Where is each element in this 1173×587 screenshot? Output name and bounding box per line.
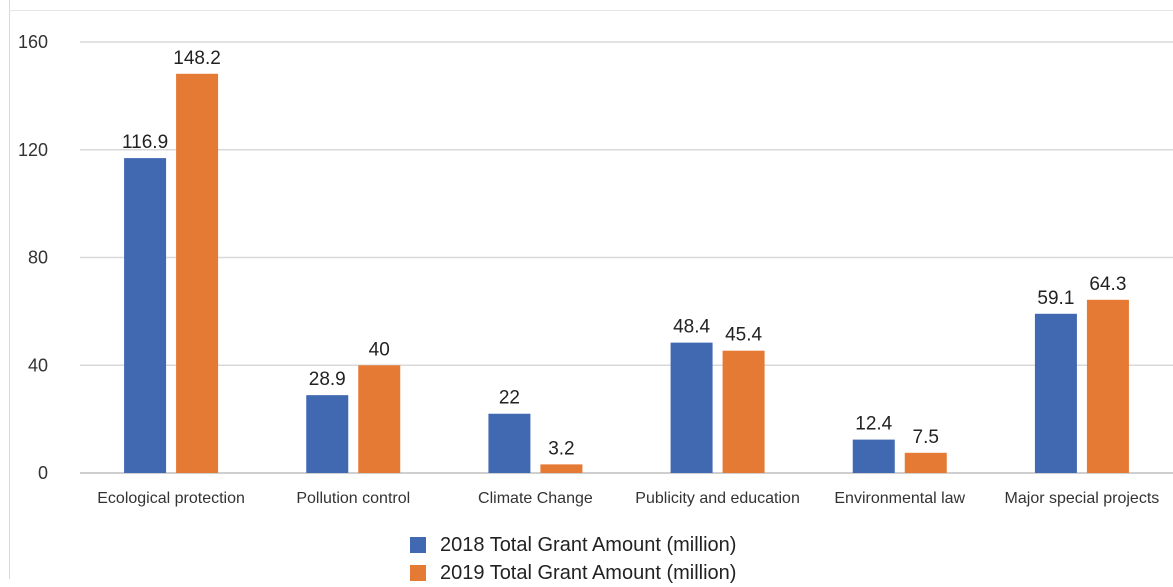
bar-2019 xyxy=(540,464,583,473)
y-tick-label: 40 xyxy=(28,355,48,375)
data-label-2018: 28.9 xyxy=(309,369,346,390)
y-tick-label: 120 xyxy=(18,140,48,160)
bar-2019 xyxy=(1086,299,1129,473)
bar-2019 xyxy=(358,365,401,473)
x-axis: Ecological protection Pollution control Cl… xyxy=(97,490,1159,507)
legend: 2018 Total Grant Amount (million) 2019 T… xyxy=(410,531,736,587)
bar-2018 xyxy=(852,439,895,473)
x-category-label: Climate Change xyxy=(478,490,593,507)
y-tick-label: 160 xyxy=(18,32,48,52)
data-label-2019: 64.3 xyxy=(1089,274,1126,295)
legend-label-2019: 2019 Total Grant Amount (million) xyxy=(440,561,737,584)
data-label-2019: 3.2 xyxy=(548,438,574,459)
bar-2018 xyxy=(488,413,531,473)
x-category-label: Pollution control xyxy=(296,490,410,507)
y-axis: 0 40 80 120 160 xyxy=(18,32,48,483)
data-label-2019: 45.4 xyxy=(725,325,762,346)
y-tick-label: 80 xyxy=(28,248,48,268)
legend-label-2018: 2018 Total Grant Amount (million) xyxy=(440,533,737,556)
chart-frame-top-border xyxy=(9,10,1173,11)
data-label-2019: 148.2 xyxy=(173,48,221,69)
y-tick-label: 0 xyxy=(38,463,48,483)
bar-2019 xyxy=(176,73,219,473)
data-label-2018: 59.1 xyxy=(1037,288,1074,309)
x-category-label: Environmental law xyxy=(834,490,965,507)
x-category-label: Ecological protection xyxy=(97,490,245,507)
legend-swatch-2019 xyxy=(410,565,426,581)
bar-2019 xyxy=(722,350,765,473)
data-labels: 116.9 148.2 28.9 40 22 3.2 48.4 45.4 12.4 7.5 59.1… xyxy=(122,48,1126,460)
data-label-2018: 48.4 xyxy=(673,317,710,338)
legend-swatch-2018 xyxy=(410,537,426,553)
bar-2018 xyxy=(670,342,713,473)
chart-frame-left-border xyxy=(9,0,10,579)
bar-2018 xyxy=(124,158,167,473)
x-category-label: Publicity and education xyxy=(635,490,800,507)
data-label-2019: 40 xyxy=(369,339,390,360)
data-label-2018: 116.9 xyxy=(122,132,168,153)
legend-item-2018: 2018 Total Grant Amount (million) xyxy=(410,531,736,559)
bar-2019 xyxy=(904,452,947,473)
data-label-2018: 22 xyxy=(499,388,520,409)
x-category-label: Major special projects xyxy=(1005,490,1160,507)
bars xyxy=(124,73,1129,473)
bar-2018 xyxy=(1034,313,1077,473)
legend-item-2019: 2019 Total Grant Amount (million) xyxy=(410,559,736,587)
gridlines xyxy=(80,41,1173,474)
data-label-2019: 7.5 xyxy=(913,427,939,448)
data-label-2018: 12.4 xyxy=(855,414,892,435)
bar-2018 xyxy=(306,395,349,473)
